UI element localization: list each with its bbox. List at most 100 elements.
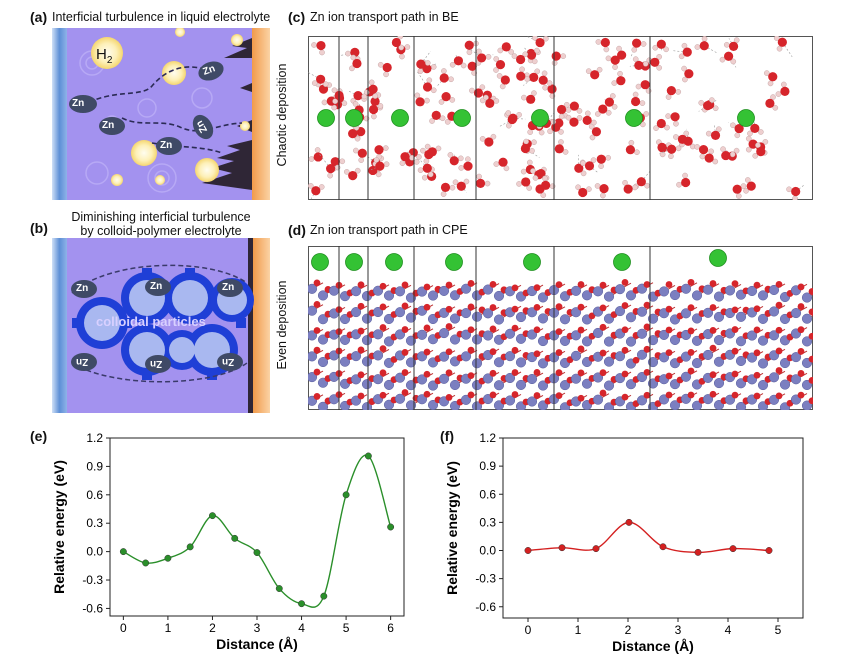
hydrogen-atom (792, 195, 798, 200)
oxygen-atom (656, 39, 666, 49)
zn-ion-atom (311, 253, 329, 271)
lattice-atom (746, 330, 758, 341)
hydrogen-atom (780, 81, 787, 88)
oxygen-atom (665, 326, 673, 334)
lattice-atom (636, 306, 648, 317)
lattice-atom (647, 313, 659, 324)
oxygen-atom (313, 368, 321, 376)
zn-ion-atom (445, 253, 463, 271)
lattice-atom (647, 357, 659, 368)
lattice-atom (460, 283, 472, 294)
hydrogen-atom (526, 159, 533, 166)
data-point (164, 554, 172, 562)
hydrogen-atom (353, 147, 359, 154)
hydrogen-atom (642, 61, 649, 67)
oxygen-atom (591, 127, 602, 137)
lattice-atom (416, 329, 428, 340)
zn-ion-atom (531, 109, 549, 127)
lattice-atom (427, 399, 439, 410)
hydrogen-atom (576, 108, 583, 114)
hydrogen-atom (506, 122, 512, 129)
oxygen-atom (475, 178, 486, 189)
oxygen-atom (753, 305, 761, 313)
lattice-atom (713, 311, 725, 322)
hydrogen-atom (546, 80, 553, 86)
hydrogen-atom (417, 68, 424, 74)
hydrogen-atom (611, 103, 618, 110)
lattice-atom (405, 400, 417, 410)
lattice-atom (757, 335, 769, 346)
oxygen-atom (775, 301, 783, 309)
hydrogen-atom (609, 93, 616, 99)
lattice-atom (339, 356, 351, 367)
hydrogen-atom (767, 80, 774, 87)
oxygen-atom (357, 346, 365, 354)
oxygen-atom (600, 37, 610, 48)
hydrogen-atom (339, 158, 346, 165)
oxygen-atom (643, 301, 651, 309)
hydrogen-atom (673, 134, 679, 140)
lattice-atom (427, 380, 439, 391)
lattice-atom (702, 284, 714, 295)
hydrogen-atom (575, 184, 581, 191)
y-tick-label: 1.2 (86, 431, 103, 445)
oxygen-atom (467, 346, 475, 354)
oxygen-atom (768, 72, 778, 82)
oxygen-atom (731, 326, 739, 333)
oxygen-atom (495, 60, 506, 70)
lattice-atom (405, 335, 417, 346)
oxygen-atom (370, 96, 380, 106)
hydrogen-atom (511, 53, 518, 59)
lattice-atom (308, 305, 318, 316)
hydrogen-atom (558, 139, 564, 145)
lattice-atom (559, 335, 571, 346)
hydrogen-atom (740, 183, 747, 189)
oxygen-atom (753, 349, 761, 357)
data-point (387, 523, 395, 531)
hydrogen-atom (420, 147, 426, 154)
oxygen-atom (353, 91, 363, 101)
hydrogen-atom (698, 100, 705, 106)
x-tick-label: 5 (343, 621, 350, 635)
lattice-atom (581, 336, 593, 347)
oxygen-atom (775, 392, 783, 400)
hydrogen-atom (427, 171, 434, 178)
oxygen-atom (665, 391, 673, 399)
hydrogen-atom (479, 136, 486, 142)
oxygen-atom (709, 304, 717, 311)
hydrogen-atom (547, 128, 553, 135)
hydrogen-atom (643, 111, 649, 117)
oxygen-atom (746, 181, 756, 191)
panel-d-title: Zn ion transport path in CPE (310, 223, 468, 237)
oxygen-atom (445, 348, 453, 356)
hydrogen-atom (423, 158, 430, 164)
hydrogen-atom (383, 71, 389, 78)
lattice-atom (493, 314, 505, 325)
hydrogen-atom (398, 44, 405, 51)
oxygen-atom (777, 37, 787, 47)
lattice-atom (460, 394, 472, 405)
lattice-atom (625, 290, 637, 301)
oxygen-atom (551, 51, 561, 61)
oxygen-atom (463, 161, 473, 171)
hydrogen-atom (516, 181, 522, 187)
oxygen-atom (541, 180, 551, 190)
data-point (186, 543, 194, 551)
oxygen-atom (604, 97, 615, 107)
lattice-atom (317, 314, 329, 325)
data-point (298, 600, 305, 608)
hydrogen-atom (534, 47, 540, 54)
oxygen-atom (632, 356, 640, 364)
lattice-atom (449, 313, 461, 324)
hydrogen-atom (519, 66, 525, 73)
hydrogen-atom (466, 49, 473, 56)
panel-a-side-label: Chaotic deposition (275, 63, 289, 167)
oxygen-atom (467, 372, 475, 380)
oxygen-atom (666, 86, 676, 96)
data-point (558, 544, 566, 552)
hydrogen-atom (460, 62, 467, 69)
oxygen-atom (703, 101, 713, 111)
oxygen-atom (467, 61, 477, 71)
hydrogen-atom (399, 160, 406, 166)
data-point (729, 545, 737, 553)
